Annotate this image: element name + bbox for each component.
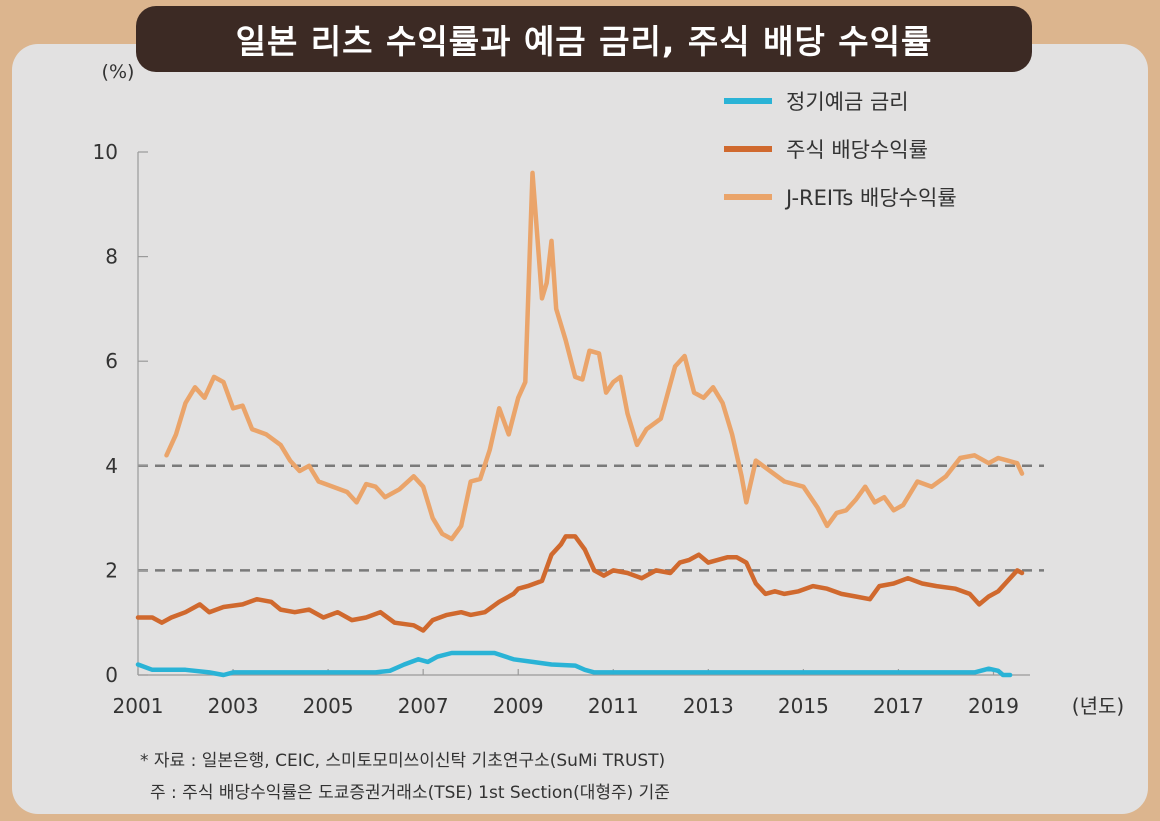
legend-label-2: J-REITs 배당수익률 xyxy=(784,186,957,210)
x-tick-label: 2015 xyxy=(778,694,829,718)
axes: 0 2 4 6 8 10 2001 2003 2005 2007 2009 2011 2013 2015 2… xyxy=(93,140,1030,718)
x-tick-label: 2019 xyxy=(968,694,1019,718)
x-tick-label: 2013 xyxy=(683,694,734,718)
series-line-1 xyxy=(135,534,1025,633)
y-axis-unit-label: (%) xyxy=(102,61,135,83)
y-tick-label: 4 xyxy=(105,454,118,478)
series-line-0 xyxy=(135,650,1013,678)
x-axis-unit-label: (년도) xyxy=(1072,694,1124,718)
legend-label-0: 정기예금 금리 xyxy=(786,90,909,114)
x-tick-label: 2011 xyxy=(588,694,639,718)
y-tick-label: 6 xyxy=(105,349,118,373)
x-tick-label: 2017 xyxy=(873,694,924,718)
x-tick-label: 2001 xyxy=(113,694,164,718)
x-tick-label: 2007 xyxy=(398,694,449,718)
source-footnote: * 자료 : 일본은행, CEIC, 스미토모미쓰이신탁 기초연구소(SuMi … xyxy=(140,751,666,771)
chart-panel xyxy=(12,44,1148,814)
legend-label-1: 주식 배당수익률 xyxy=(786,138,928,162)
x-tick-label: 2009 xyxy=(493,694,544,718)
y-tick-label: 2 xyxy=(105,558,118,582)
y-tick-label: 10 xyxy=(93,140,118,164)
x-tick-label: 2005 xyxy=(303,694,354,718)
note-footnote: 주 : 주식 배당수익률은 도쿄증권거래소(TSE) 1st Section(대… xyxy=(150,783,670,803)
x-tick-label: 2003 xyxy=(208,694,259,718)
y-tick-label: 0 xyxy=(105,663,118,687)
reference-lines xyxy=(138,464,1044,572)
series-line-2 xyxy=(164,170,1025,542)
y-tick-label: 8 xyxy=(105,245,118,269)
series-lines xyxy=(135,170,1025,678)
chart-title: 일본 리츠 수익률과 예금 금리, 주식 배당 수익률 xyxy=(136,6,1032,72)
